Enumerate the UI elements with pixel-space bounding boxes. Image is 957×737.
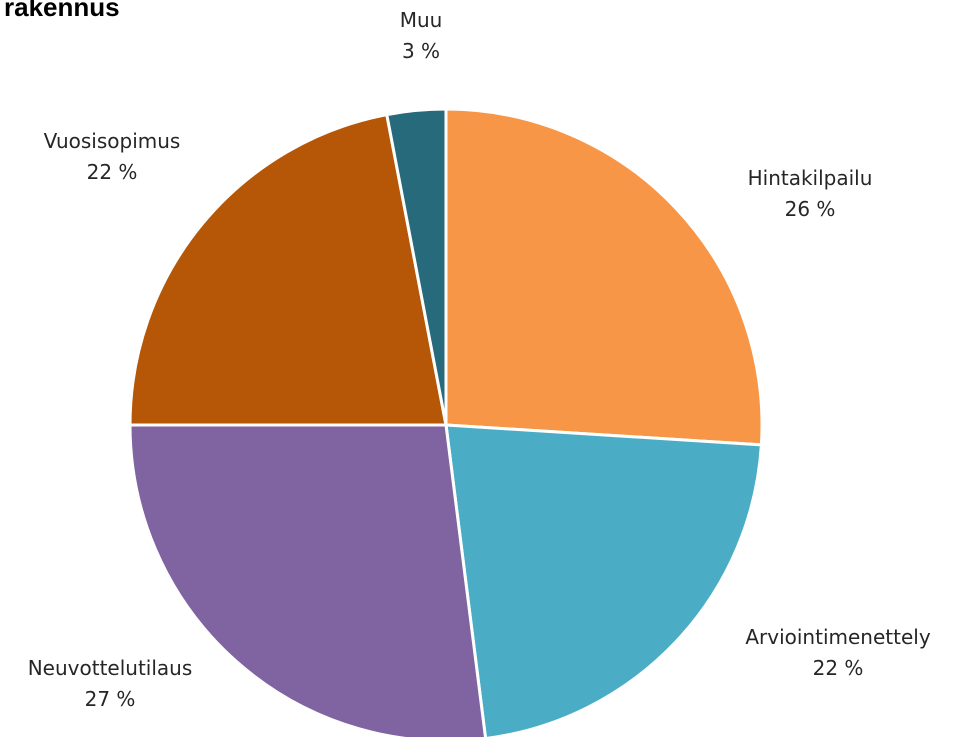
pie-slices	[128, 107, 764, 737]
chart-title: rakennus	[4, 0, 120, 22]
pie-slice-hintakilpailu	[444, 107, 764, 447]
slice-label-neuvottelutilaus: Neuvottelutilaus	[28, 656, 193, 680]
slice-label-hintakilpailu: Hintakilpailu	[748, 166, 873, 190]
pie-slice-neuvottelutilaus	[128, 423, 487, 737]
pie-slice-vuosisopimus	[128, 113, 448, 427]
slice-label-vuosisopimus: Vuosisopimus	[44, 129, 181, 153]
slice-value-vuosisopimus: 22 %	[87, 160, 138, 184]
slice-value-muu: 3 %	[402, 39, 440, 63]
slice-label-muu: Muu	[400, 8, 443, 32]
slice-value-arviointimenettely: 22 %	[813, 656, 864, 680]
pie-slice-arviointimenettely	[444, 423, 763, 737]
slice-label-arviointimenettely: Arviointimenettely	[745, 625, 930, 649]
pie-slice-muu	[385, 107, 448, 427]
slice-value-hintakilpailu: 26 %	[785, 197, 836, 221]
slice-value-neuvottelutilaus: 27 %	[85, 687, 136, 711]
pie-labels: Hintakilpailu 26 % Arviointimenettely 22 % N…	[28, 8, 931, 711]
